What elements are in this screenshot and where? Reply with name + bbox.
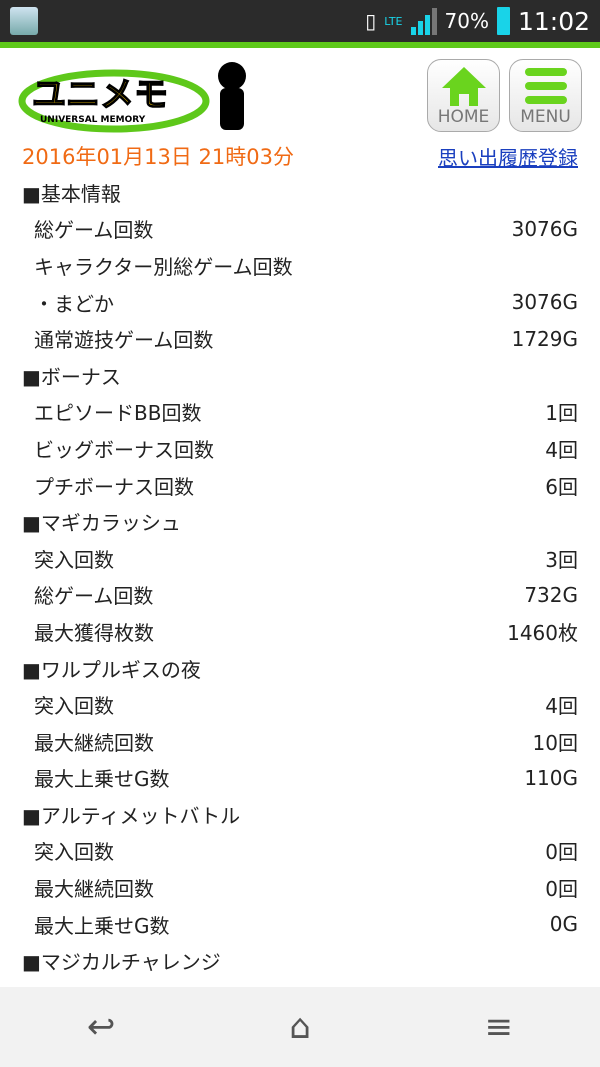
stat-label: 最大獲得枚数 bbox=[34, 620, 154, 645]
stat-label: ビッグボーナス回数 bbox=[34, 437, 214, 462]
lte-icon: LTE bbox=[384, 14, 403, 28]
section-header: ■アルティメットバトル bbox=[0, 796, 600, 833]
stat-label: ■マギカラッシュ bbox=[22, 511, 181, 536]
stat-row: ・まどか 3076G bbox=[0, 284, 600, 321]
stat-row: 総ゲーム回数 732G bbox=[0, 577, 600, 614]
stat-label: ■基本情報 bbox=[22, 181, 121, 206]
back-icon[interactable]: ↩ bbox=[86, 1007, 116, 1047]
stat-row: 突入回数 3回 bbox=[0, 540, 600, 577]
stat-label: ■マジカルチャレンジ bbox=[22, 950, 221, 975]
stat-value: 4回 bbox=[545, 694, 578, 719]
clock: 11:02 bbox=[517, 6, 590, 36]
status-bar: ▯ LTE 70% 11:02 bbox=[0, 0, 600, 42]
stat-value: 3076G bbox=[511, 290, 578, 315]
menu-label: MENU bbox=[520, 107, 571, 127]
gallery-app-icon bbox=[10, 7, 38, 35]
android-nav-bar: ↩ ⌂ ≡ bbox=[0, 987, 600, 1067]
battery-icon bbox=[496, 7, 510, 35]
stat-label: ■ボーナス bbox=[22, 364, 121, 389]
stat-row: 突入回数 0回 bbox=[0, 833, 600, 870]
section-header: ■ワルプルギスの夜 bbox=[0, 650, 600, 687]
stat-row: 最大継続回数 10回 bbox=[0, 723, 600, 760]
stat-value: 10回 bbox=[532, 730, 578, 755]
accent-bar bbox=[0, 42, 600, 48]
stat-row: エピソードBB回数 1回 bbox=[0, 394, 600, 431]
stat-row: 最大獲得枚数 1460枚 bbox=[0, 613, 600, 650]
record-datetime: 2016年01月13日 21時03分 bbox=[22, 145, 295, 169]
stat-row: キャラクター別総ゲーム回数 bbox=[0, 247, 600, 284]
stat-label: 最大継続回数 bbox=[34, 730, 154, 755]
stats-list: ■基本情報総ゲーム回数 3076G キャラクター別総ゲーム回数 ・まどか 3076G 通常… bbox=[0, 174, 600, 979]
stat-value: 0回 bbox=[545, 877, 578, 902]
stat-value: 732G bbox=[524, 582, 578, 607]
stat-row: ビッグボーナス回数 4回 bbox=[0, 430, 600, 467]
home-nav-icon[interactable]: ⌂ bbox=[289, 1007, 311, 1047]
stat-value: 0G bbox=[549, 912, 578, 937]
stat-label: ■アルティメットバトル bbox=[22, 803, 241, 828]
stat-value: 0回 bbox=[545, 840, 578, 865]
stat-row: 最大上乗せG数 0G bbox=[0, 906, 600, 943]
recent-apps-icon[interactable]: ≡ bbox=[484, 1007, 514, 1047]
stat-label: プチボーナス回数 bbox=[34, 474, 194, 499]
battery-percent: 70% bbox=[444, 9, 489, 33]
stat-value: 1回 bbox=[545, 401, 578, 426]
stat-row: 突入回数 4回 bbox=[0, 686, 600, 723]
stat-label: エピソードBB回数 bbox=[34, 401, 202, 426]
home-button[interactable]: HOME bbox=[427, 59, 500, 132]
stat-label: 突入回数 bbox=[34, 840, 114, 865]
svg-text:UNIVERSAL MEMORY: UNIVERSAL MEMORY bbox=[40, 115, 146, 125]
stat-label: 最大継続回数 bbox=[34, 877, 154, 902]
unimemo-logo[interactable]: ユニメモ UNIVERSAL MEMORY bbox=[14, 56, 254, 136]
stat-row: 総ゲーム回数 3076G bbox=[0, 211, 600, 248]
menu-button[interactable]: MENU bbox=[509, 59, 582, 132]
stat-label: 突入回数 bbox=[34, 547, 114, 572]
stat-label: 最大上乗せG数 bbox=[34, 767, 170, 792]
stat-row: 最大継続回数 0回 bbox=[0, 869, 600, 906]
vibrate-icon: ▯ bbox=[365, 9, 377, 33]
stat-value: 3回 bbox=[545, 547, 578, 572]
section-header: ■基本情報 bbox=[0, 174, 600, 211]
stat-label: 総ゲーム回数 bbox=[34, 218, 154, 243]
stat-label: 通常遊技ゲーム回数 bbox=[34, 328, 214, 353]
stat-value: 6回 bbox=[545, 474, 578, 499]
signal-icon bbox=[410, 7, 437, 35]
section-header: ■マジカルチャレンジ bbox=[0, 942, 600, 979]
stat-label: ■ワルプルギスの夜 bbox=[22, 657, 201, 682]
stat-value: 3076G bbox=[511, 216, 578, 241]
stat-value: 1729G bbox=[511, 326, 578, 351]
history-register-link[interactable]: 思い出履歴登録 bbox=[438, 145, 578, 170]
stat-row: 通常遊技ゲーム回数 1729G bbox=[0, 320, 600, 357]
section-header: ■ボーナス bbox=[0, 357, 600, 394]
home-label: HOME bbox=[437, 107, 490, 127]
stat-label: 最大上乗せG数 bbox=[34, 913, 170, 938]
stat-value: 4回 bbox=[545, 437, 578, 462]
stat-label: 総ゲーム回数 bbox=[34, 584, 154, 609]
svg-text:ユニメモ: ユニメモ bbox=[32, 75, 168, 115]
stat-label: キャラクター別総ゲーム回数 bbox=[34, 254, 293, 279]
stat-label: ・まどか bbox=[34, 291, 114, 316]
stat-value: 1460枚 bbox=[507, 620, 578, 645]
stat-value: 110G bbox=[524, 765, 578, 790]
stat-row: プチボーナス回数 6回 bbox=[0, 467, 600, 504]
hamburger-icon bbox=[524, 68, 567, 104]
stat-label: 突入回数 bbox=[34, 694, 114, 719]
stat-row: 最大上乗せG数 110G bbox=[0, 760, 600, 797]
header: ユニメモ UNIVERSAL MEMORY HOME MENU bbox=[0, 48, 600, 138]
section-header: ■マギカラッシュ bbox=[0, 503, 600, 540]
house-icon bbox=[441, 67, 486, 106]
